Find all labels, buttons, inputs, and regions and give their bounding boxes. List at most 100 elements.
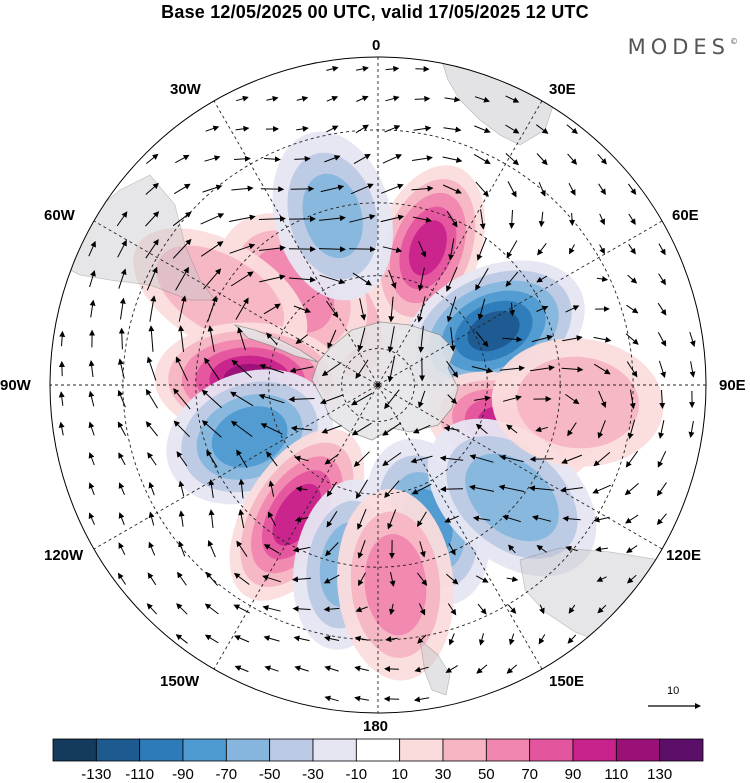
wind-vector [145,182,159,195]
wind-vector [259,245,286,252]
wind-vector [292,605,311,612]
wind-vector [475,575,489,583]
wind-vector [325,300,339,318]
colorbar-tick-label: -110 [125,766,155,783]
wind-vector [145,153,159,164]
wind-vector [598,183,606,196]
lon-label-120e: 120E [666,547,702,564]
wind-vector [627,183,637,195]
wind-vector [561,366,584,373]
anomaly-cell [337,488,454,681]
colorbar-tick-label: 30 [434,766,452,783]
wind-vector [318,246,346,253]
wind-vector [384,480,400,499]
wind-vector [474,96,490,103]
wind-vector [597,604,607,614]
modes-logo: MODES© [628,35,738,59]
wind-vector [235,297,249,320]
wind-vector [323,606,340,613]
wind-vector [355,359,369,379]
wind-vector [417,296,426,323]
wind-vector [175,634,188,644]
wind-vector [389,603,395,616]
wind-vector [145,211,160,227]
wind-vector [88,390,95,407]
wind-vector [388,296,395,323]
wind-vector [233,604,250,614]
wind-vector [412,424,431,434]
wind-vector [382,246,403,253]
wind-vector [531,334,554,343]
wind-vector [357,508,367,530]
wind-vector [175,356,189,381]
wind-vector [234,155,251,162]
wind-vector [506,424,518,434]
wind-vector [178,295,187,322]
wind-vector [657,450,667,468]
wind-vector [201,389,222,409]
wind-vector [145,238,159,259]
wind-vector [203,268,222,290]
wind-vector [444,515,459,523]
wind-vector [499,365,525,372]
colorbar-swatch [442,738,487,762]
wind-vector [266,451,278,467]
wind-vector [59,330,66,347]
wind-vector [414,95,431,102]
wind-vector [320,184,345,193]
wind-vector [592,484,611,494]
wind-vector [593,516,610,523]
wind-vector [628,213,636,225]
lon-label-30w: 30W [170,81,201,98]
wind-vector [536,545,547,553]
wind-vector [472,515,491,522]
polar-map [49,56,707,714]
wind-vector [626,545,638,553]
wind-vector [539,604,545,615]
wind-vector [88,421,95,436]
wind-vector [477,603,487,615]
wind-vector [119,297,126,320]
wind-vector [148,325,155,352]
wind-vector [384,125,401,133]
wind-vector [444,96,461,103]
colorbar-tick-label: 130 [647,766,673,783]
colorbar-tick-label: -30 [302,766,324,783]
wind-vector [382,154,403,164]
wind-vector [597,153,607,165]
wind-vector [448,543,456,556]
wind-vector [208,479,215,498]
wind-vector [266,332,278,346]
wind-vector [355,606,368,613]
wind-vector [88,360,95,378]
wind-vector [230,391,254,407]
wind-vector [324,635,340,642]
wind-vector [324,695,339,702]
wind-vector [208,509,215,528]
wind-vector [356,95,369,102]
wind-vector [353,451,370,467]
wind-vector [231,359,253,378]
wind-vector [561,454,583,464]
wind-vector [324,665,339,672]
wind-vector [324,155,341,163]
wind-vector [508,604,517,614]
colorbar [52,738,704,762]
wind-vector [147,452,157,466]
wind-vector [207,295,218,322]
wind-vector [288,276,316,283]
wind-vector [288,396,315,403]
wind-vector [267,511,277,526]
wind-vector [263,635,280,642]
wind-vector [530,365,555,372]
wind-vector [176,603,188,615]
wind-vector [569,212,576,226]
wind-vector [173,388,191,410]
wind-vector [505,153,519,166]
wind-vector [506,240,518,259]
colorbar-swatch [485,738,531,762]
wind-vector [178,540,186,557]
wind-vector [58,421,65,436]
wind-vector [326,125,339,133]
wind-vector [418,326,425,353]
